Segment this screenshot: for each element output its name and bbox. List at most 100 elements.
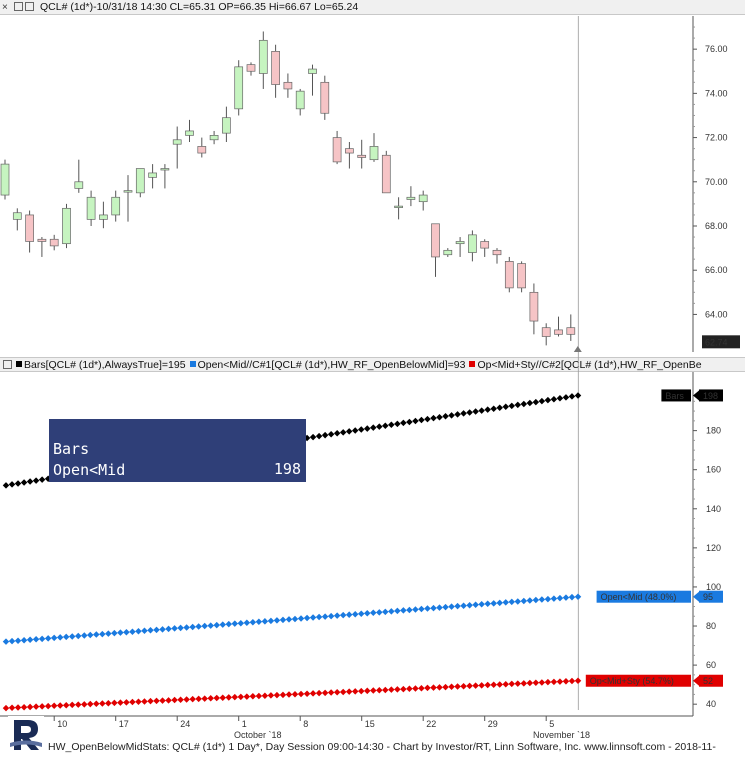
- candle[interactable]: [135, 168, 145, 198]
- series-point: [394, 686, 401, 693]
- indicator-y-tick-label: 180: [706, 426, 721, 436]
- candle[interactable]: [123, 175, 133, 222]
- series-point: [345, 688, 353, 695]
- candle-body-down: [37, 238, 47, 242]
- series-end-pointer: [693, 675, 699, 686]
- candle-body-up: [295, 90, 305, 110]
- series-point: [436, 684, 443, 691]
- series-point: [472, 601, 479, 609]
- candle[interactable]: [49, 234, 59, 251]
- candle[interactable]: [406, 186, 416, 207]
- pane-toggle-icon[interactable]: [25, 2, 34, 11]
- series-point: [249, 619, 257, 626]
- close-icon[interactable]: ×: [2, 2, 8, 13]
- candle[interactable]: [0, 159, 10, 200]
- candle[interactable]: [234, 60, 244, 116]
- indicator-legend-item[interactable]: Open<Mid//C#1[QCL# (1d*),HW_RF_OpenBelow…: [189, 359, 465, 371]
- candle[interactable]: [480, 239, 490, 257]
- candle[interactable]: [74, 159, 84, 193]
- price-y-tick-label: 66.00: [705, 265, 728, 275]
- candle[interactable]: [111, 190, 121, 222]
- series-point: [141, 627, 148, 635]
- stats-label: Op<Mid+Sty: [53, 482, 144, 500]
- candle[interactable]: [517, 261, 526, 293]
- series-point: [2, 638, 10, 645]
- candle[interactable]: [431, 223, 440, 277]
- series-point: [376, 423, 383, 430]
- candle[interactable]: [148, 164, 157, 189]
- series-point: [550, 395, 558, 403]
- series-point: [430, 414, 437, 422]
- series-point: [303, 690, 311, 697]
- candle-body-down: [197, 146, 207, 154]
- candle[interactable]: [381, 150, 391, 194]
- candle[interactable]: [172, 126, 182, 169]
- candle[interactable]: [197, 137, 207, 158]
- candle[interactable]: [283, 73, 293, 98]
- series-point: [291, 691, 299, 698]
- candle-body-up: [406, 196, 416, 200]
- indicator-y-tick-label: 100: [706, 582, 721, 592]
- candle[interactable]: [468, 230, 477, 262]
- candle[interactable]: [529, 283, 539, 335]
- series-point: [153, 697, 160, 705]
- candle[interactable]: [271, 44, 280, 98]
- series-point: [574, 677, 582, 684]
- series-point: [99, 630, 106, 638]
- series-point: [333, 430, 341, 437]
- candle[interactable]: [246, 62, 256, 76]
- candle[interactable]: [62, 203, 71, 249]
- series-point: [484, 681, 491, 689]
- candle[interactable]: [443, 248, 453, 257]
- x-tick-label: 1: [242, 719, 247, 729]
- series-point: [388, 421, 395, 429]
- candle[interactable]: [258, 31, 268, 89]
- series-point: [562, 678, 570, 685]
- candle[interactable]: [345, 142, 354, 169]
- candle[interactable]: [332, 130, 342, 165]
- candle[interactable]: [320, 75, 330, 120]
- indicator-legend-item[interactable]: Op<Mid+Sty//C#2[QCL# (1d*),HW_RF_OpenBe: [469, 359, 702, 371]
- candle[interactable]: [12, 208, 22, 231]
- series-point: [351, 427, 359, 434]
- series-point: [87, 631, 94, 639]
- candle-body-down: [271, 51, 280, 85]
- series-point: [544, 396, 552, 404]
- candle[interactable]: [222, 106, 231, 142]
- candle[interactable]: [86, 190, 96, 226]
- candle[interactable]: [25, 210, 34, 253]
- pane-settings-icon[interactable]: [14, 2, 23, 11]
- candle[interactable]: [492, 248, 502, 264]
- candle[interactable]: [160, 164, 170, 189]
- candle[interactable]: [504, 256, 514, 293]
- price-y-tick-label: 72.00: [705, 133, 728, 143]
- candle[interactable]: [394, 197, 403, 220]
- indicator-legend-item[interactable]: Bars[QCL# (1d*),AlwaysTrue]=195: [16, 359, 186, 371]
- series-point: [195, 695, 202, 703]
- series-point: [165, 697, 172, 704]
- candle[interactable]: [369, 133, 379, 162]
- candle[interactable]: [37, 237, 47, 257]
- candle[interactable]: [99, 201, 108, 229]
- candle[interactable]: [554, 316, 563, 337]
- candle[interactable]: [541, 323, 551, 346]
- series-point: [129, 698, 136, 706]
- candle[interactable]: [209, 130, 219, 145]
- series-point: [87, 700, 94, 708]
- series-point: [99, 700, 106, 707]
- candle-body-down: [25, 214, 34, 242]
- indicator-y-tick-label: 60: [706, 660, 716, 670]
- candle[interactable]: [308, 64, 317, 96]
- candle[interactable]: [566, 314, 576, 341]
- candle[interactable]: [418, 190, 428, 211]
- series-point: [141, 698, 148, 705]
- stats-value: 95 (48.0%): [210, 481, 301, 499]
- pane-settings-icon[interactable]: [3, 360, 12, 369]
- candle[interactable]: [185, 119, 194, 142]
- candle[interactable]: [455, 237, 465, 257]
- series-point: [339, 688, 347, 696]
- candle[interactable]: [357, 139, 367, 169]
- candle[interactable]: [295, 88, 305, 116]
